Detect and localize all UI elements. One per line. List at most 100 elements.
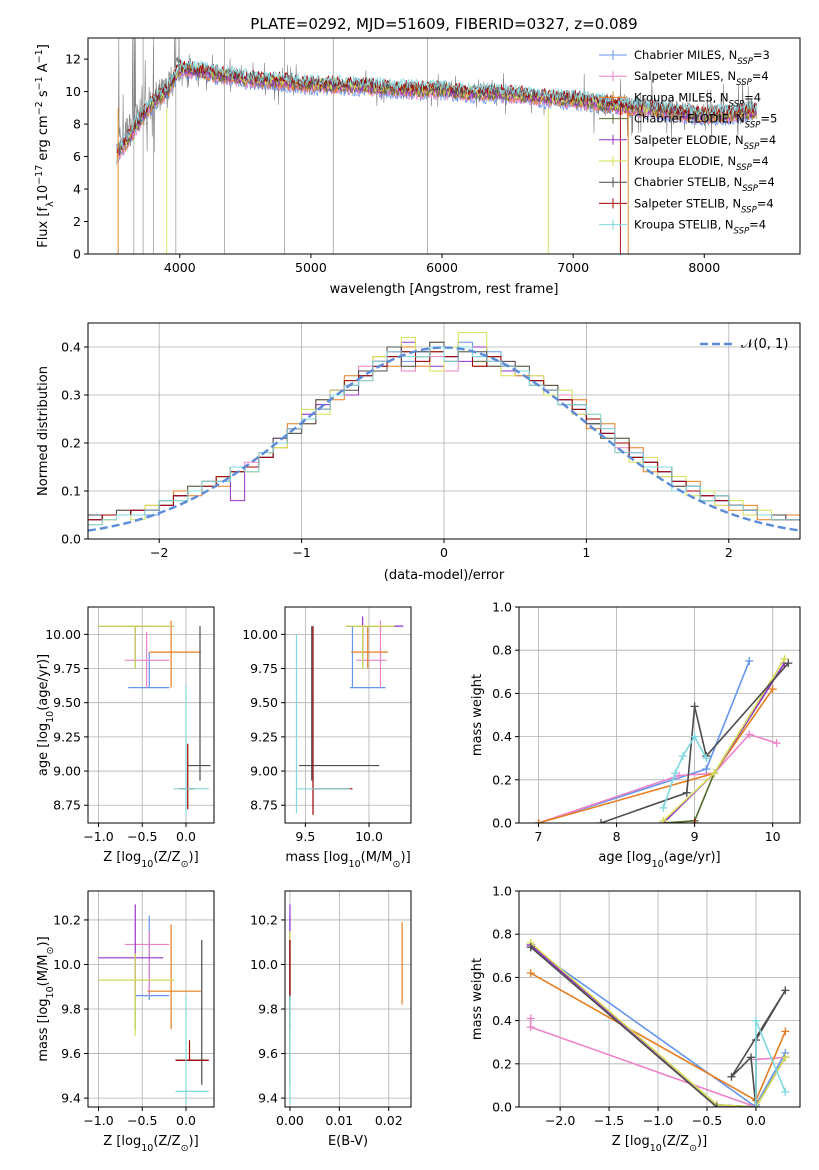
y-tick-label: 9.6 <box>258 1046 278 1061</box>
histogram-line <box>88 346 800 526</box>
y-tick-label: 12 <box>65 52 81 67</box>
mass-vs-EBV-panel: 0.00 0.01 0.02 9.4 9.6 9.8 10.0 10.2 E(B-V) <box>250 890 412 1149</box>
x-tick-label: 6000 <box>426 260 458 275</box>
x-tick-label: 0.01 <box>325 1113 353 1128</box>
y-tick-label: 0.2 <box>492 1056 512 1071</box>
axes-frame <box>87 37 801 255</box>
plot-area <box>295 616 404 815</box>
x-tick-label: 4000 <box>164 260 196 275</box>
legend: Chabrier MILES, NSSP=3 Salpeter MILES, NS… <box>599 48 777 237</box>
plot-area <box>526 938 790 1107</box>
mass-weight-line <box>530 946 786 1107</box>
y-tick-label: 0.3 <box>61 388 81 403</box>
x-axis-label: E(B-V) <box>328 1134 368 1149</box>
y-axis-label: age [log10(age/yr)] <box>36 654 56 776</box>
y-tick-label: 0 <box>73 247 81 262</box>
legend-label: Chabrier MILES, NSSP=3 <box>634 48 770 67</box>
x-tick-label: 0.0 <box>176 829 196 844</box>
y-tick-label: 9.50 <box>250 695 278 710</box>
plot-area <box>289 904 403 1105</box>
mass-weight-line <box>530 942 786 1107</box>
y-tick-label: 10.00 <box>242 627 278 642</box>
x-tick-label: 0.0 <box>746 1113 766 1128</box>
y-tick-label: 0.4 <box>492 729 512 744</box>
mass-weight-line <box>538 688 774 823</box>
spectrum-panel: 4000 5000 6000 7000 8000 0 2 4 6 8 10 12 PLATE=0292,… <box>34 15 801 297</box>
x-tick-label: 2 <box>725 545 733 560</box>
age-vs-mass-panel: 9.5 10.0 8.75 9.00 9.25 9.50 9.75 10.00 mass [lo… <box>242 606 412 870</box>
x-tick-label: −0.5 <box>692 1113 722 1128</box>
model-spectrum-line <box>116 59 757 150</box>
y-tick-label: 4 <box>73 182 81 197</box>
y-axis-label: Normed distribution <box>36 366 51 496</box>
x-tick-label: 9.5 <box>295 829 315 844</box>
x-tick-label: 0.0 <box>176 1113 196 1128</box>
legend-label: 𝒩(0, 1) <box>741 337 788 352</box>
y-tick-label: 9.4 <box>258 1091 278 1106</box>
y-tick-label: 9.75 <box>53 661 81 676</box>
axes-frame <box>518 890 801 1108</box>
y-axis-label: mass weight <box>470 958 485 1040</box>
x-tick-label: 9 <box>691 829 699 844</box>
y-axis-label: mass weight <box>470 674 485 756</box>
x-tick-label: −1 <box>292 545 310 560</box>
y-tick-label: 1.0 <box>492 600 512 615</box>
x-tick-label: −1.0 <box>83 829 113 844</box>
x-axis-label: Z [log10(Z/Z⊙)] <box>612 1134 707 1154</box>
plot-area <box>534 654 793 823</box>
plot-area <box>98 904 209 1105</box>
y-tick-label: 0.2 <box>61 436 81 451</box>
axes-frame <box>284 890 412 1108</box>
y-tick-label: 9.75 <box>250 661 278 676</box>
axes-frame <box>284 606 412 824</box>
y-tick-label: 6 <box>73 149 81 164</box>
axes-frame <box>87 890 215 1108</box>
x-tick-label: 0.00 <box>276 1113 304 1128</box>
x-axis-label: (data-model)/error <box>384 568 505 583</box>
y-tick-label: 9.50 <box>53 695 81 710</box>
x-tick-label: −0.5 <box>127 829 157 844</box>
y-tick-label: 10.0 <box>250 957 278 972</box>
x-tick-label: 7000 <box>557 260 589 275</box>
y-tick-label: 9.8 <box>258 1002 278 1017</box>
plot-area <box>116 38 757 254</box>
x-tick-label: 8 <box>613 829 621 844</box>
x-tick-label: 0 <box>440 545 448 560</box>
legend-label: Chabrier ELODIE, NSSP=5 <box>634 112 777 131</box>
x-tick-label: −0.5 <box>127 1113 157 1128</box>
normal-curve <box>88 346 800 532</box>
axes-frame <box>87 606 215 824</box>
age-vs-Z-panel: −1.0 −0.5 0.0 8.75 9.00 9.25 9.50 9.75 10.00 Z [l… <box>36 606 215 870</box>
y-tick-label: 0.0 <box>61 532 81 547</box>
y-tick-label: 10.2 <box>250 912 278 927</box>
x-tick-label: 7 <box>535 829 543 844</box>
legend-label: Kroupa ELODIE, NSSP=4 <box>634 154 769 173</box>
y-tick-label: 2 <box>73 214 81 229</box>
y-tick-label: 0.6 <box>492 686 512 701</box>
x-tick-label: −1.5 <box>594 1113 624 1128</box>
y-tick-label: 10 <box>65 84 81 99</box>
x-tick-label: −1.0 <box>83 1113 113 1128</box>
y-tick-label: 9.25 <box>250 729 278 744</box>
y-tick-label: 9.25 <box>53 729 81 744</box>
y-tick-label: 1.0 <box>492 884 512 899</box>
y-tick-label: 0.0 <box>492 816 512 831</box>
y-tick-label: 0.4 <box>61 340 81 355</box>
x-tick-label: 0.02 <box>375 1113 403 1128</box>
axes-frame <box>518 606 801 824</box>
massweight-vs-Z-panel: −2.0 −1.5 −1.0 −0.5 0.0 0.0 0.2 0.4 0.6 0.8 1.0 Z [… <box>470 884 801 1154</box>
legend-label: Salpeter STELIB, NSSP=4 <box>634 196 774 215</box>
y-tick-label: 10.2 <box>53 912 81 927</box>
mass-weight-line <box>538 733 777 823</box>
x-tick-label: 10.0 <box>355 829 383 844</box>
legend-label: Kroupa MILES, NSSP=4 <box>634 90 761 109</box>
x-axis-label: age [log10(age/yr)] <box>598 850 720 870</box>
y-axis-label: Flux [fλ10−17 erg cm−2 s−1 A−1] <box>34 44 56 248</box>
x-tick-label: −1.0 <box>643 1113 673 1128</box>
plot-area <box>98 620 211 814</box>
y-axis-label: mass [log10(M/M⊙)] <box>36 936 56 1061</box>
legend-label: Salpeter ELODIE, NSSP=4 <box>634 133 776 152</box>
legend-label: Salpeter MILES, NSSP=4 <box>634 69 769 88</box>
x-tick-label: 1 <box>582 545 590 560</box>
